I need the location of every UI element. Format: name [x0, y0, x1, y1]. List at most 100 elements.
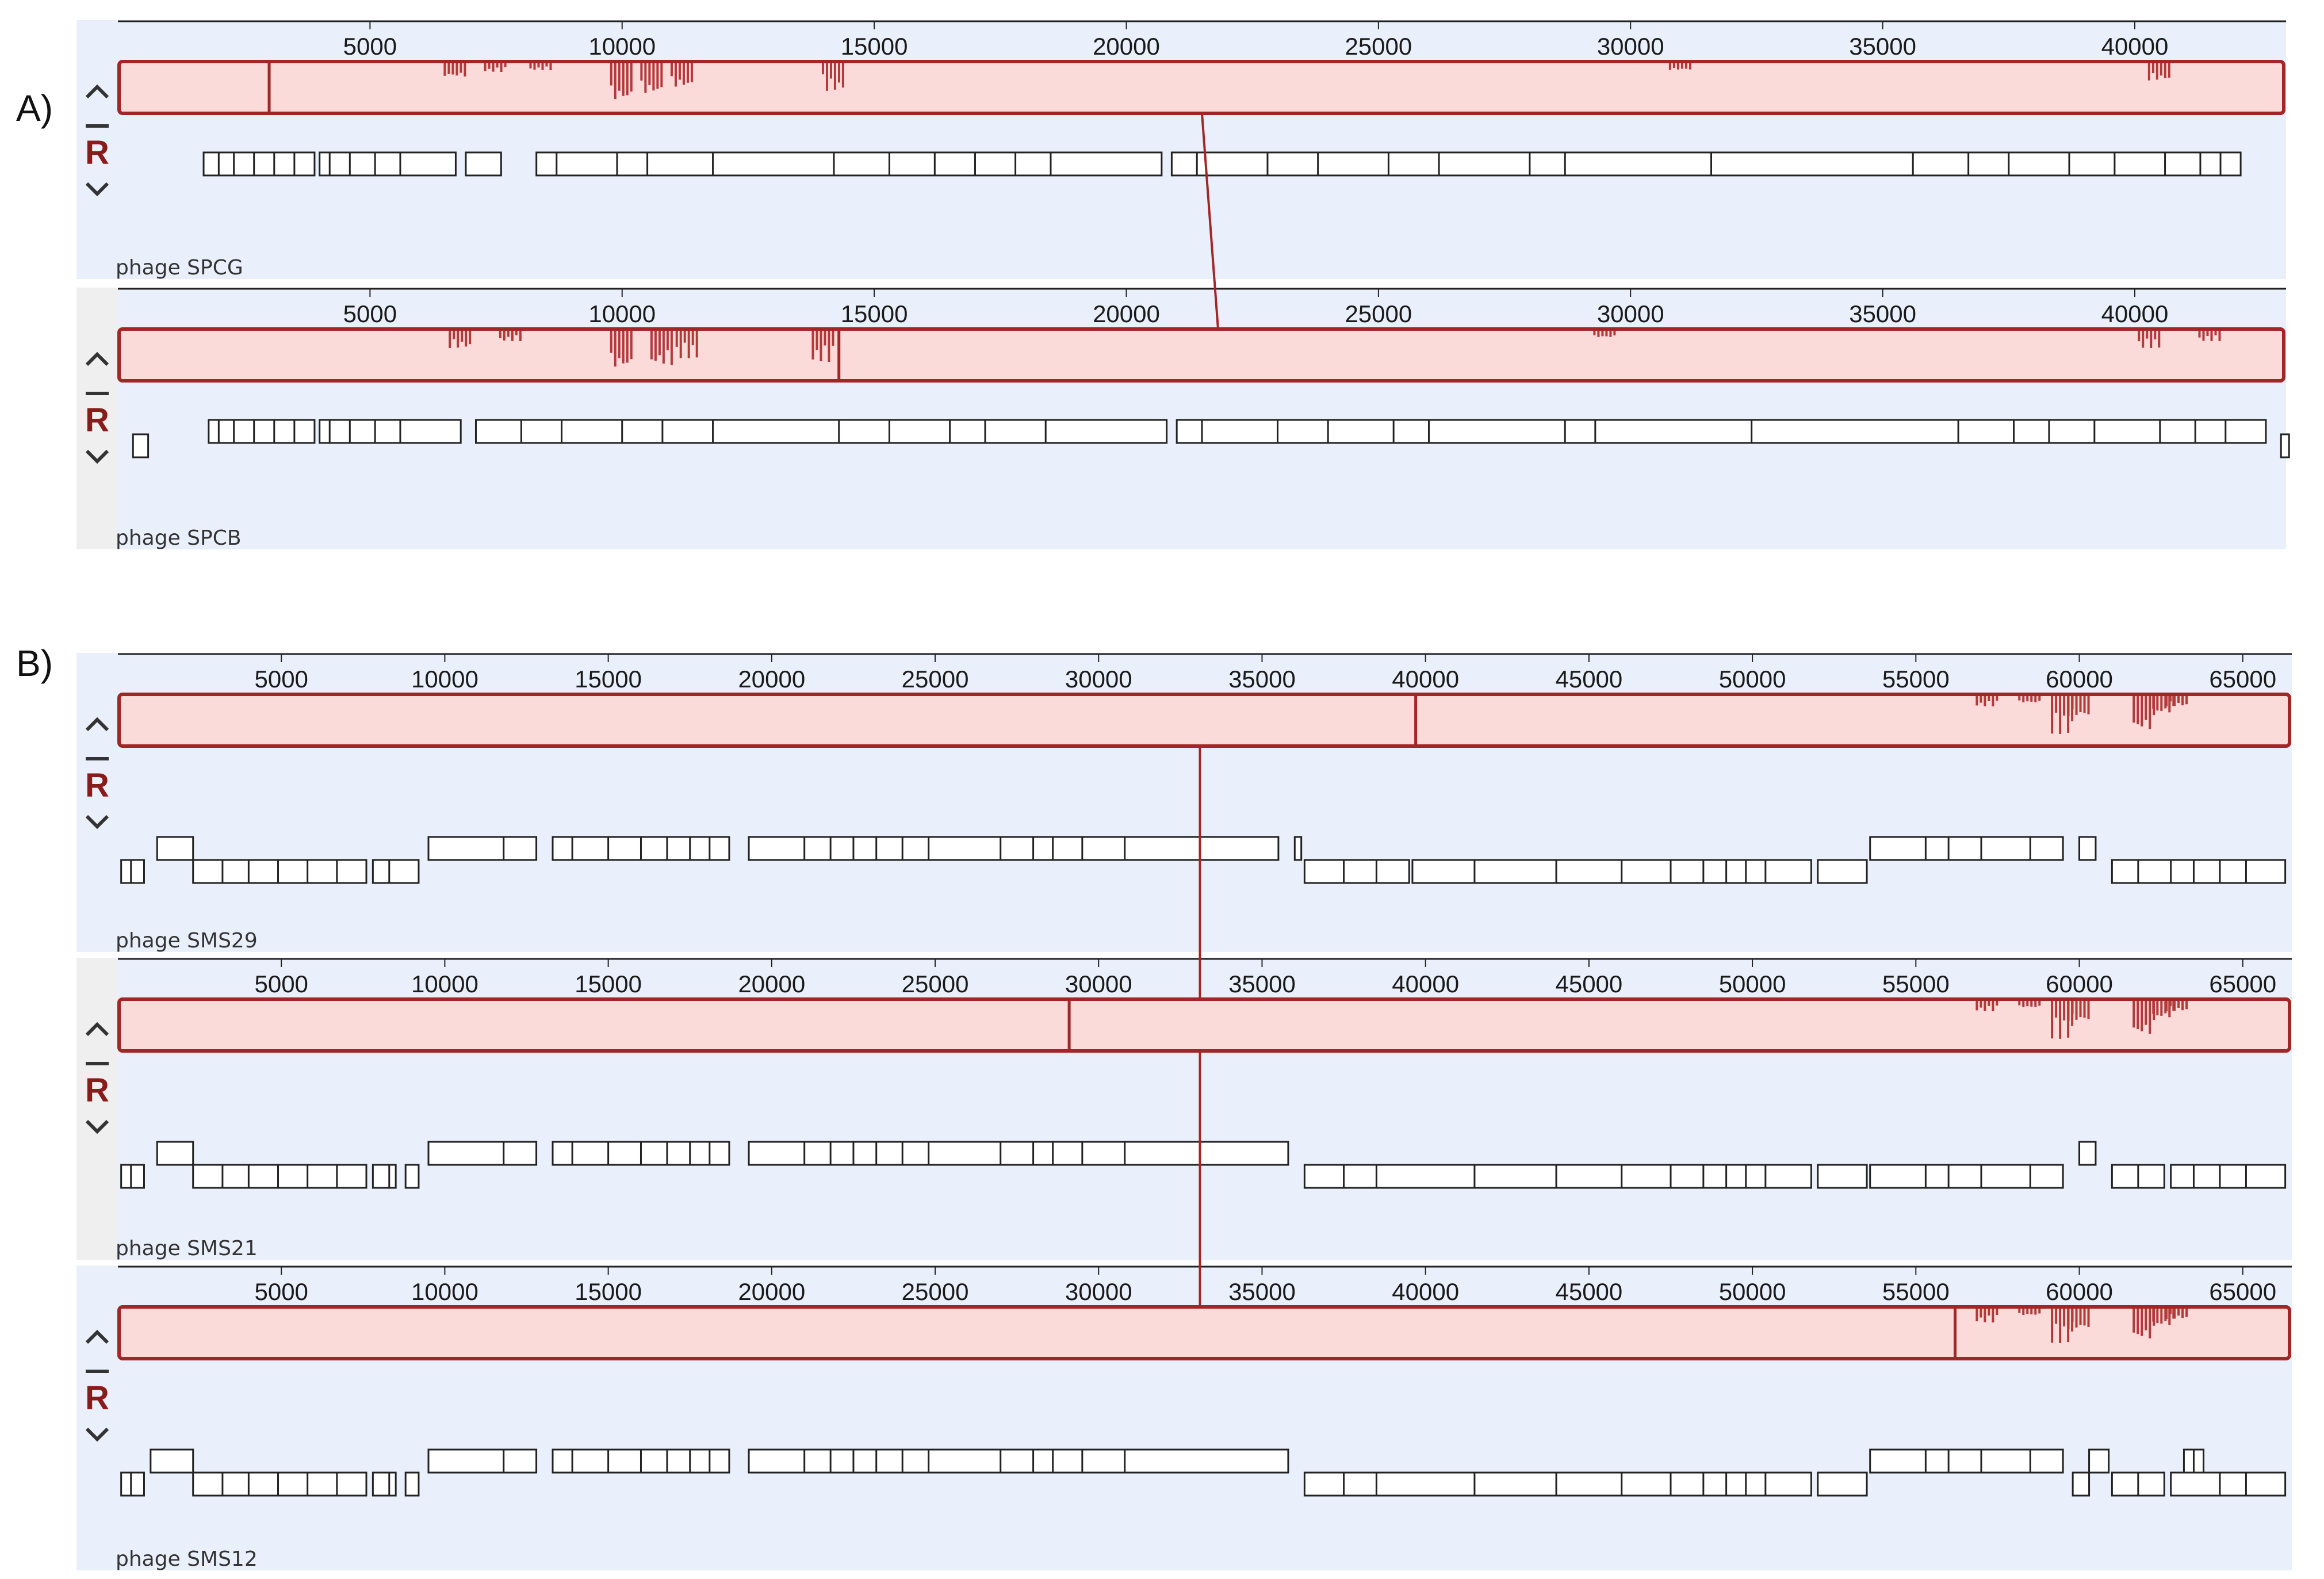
gene-block-lower[interactable] — [120, 859, 145, 884]
gene-block-lower[interactable] — [1817, 859, 1868, 884]
similarity-profile-dip — [666, 331, 669, 350]
similarity-profile-dip — [2063, 1001, 2066, 1021]
similarity-profile-dip — [2038, 696, 2041, 701]
gene-block-lower[interactable] — [465, 151, 502, 177]
gene-block-lower[interactable] — [1170, 151, 2242, 177]
gene-block-lower[interactable] — [372, 1471, 397, 1497]
reverse-icon[interactable]: R — [85, 1379, 109, 1417]
alignment-block[interactable] — [117, 1305, 2291, 1360]
shift-up-icon[interactable] — [85, 717, 109, 732]
alignment-connectors — [1199, 113, 1219, 1307]
gene-block-lower[interactable] — [404, 1471, 420, 1497]
gene-block-upper[interactable] — [748, 1448, 1289, 1474]
similarity-profile-dip — [507, 331, 510, 337]
gene-block-lower[interactable] — [2170, 1471, 2287, 1497]
ruler-tick-label: 10000 — [588, 33, 656, 60]
gene-block-lower[interactable] — [2170, 1164, 2287, 1189]
gene-block-isolated[interactable] — [2280, 433, 2290, 458]
gene-block-lower[interactable] — [1303, 1164, 1812, 1189]
gene-block-lower[interactable] — [1817, 1164, 1868, 1189]
gene-block-upper[interactable] — [1869, 1448, 2064, 1474]
gene-block-lower[interactable] — [1176, 419, 2267, 444]
shift-up-icon[interactable] — [85, 84, 109, 99]
gene-block-upper[interactable] — [156, 1141, 194, 1166]
shift-up-icon[interactable] — [85, 1329, 109, 1344]
gene-block-upper[interactable] — [2078, 836, 2097, 861]
panel-labels: A) B) — [16, 87, 53, 684]
gene-block-lower[interactable] — [535, 151, 1163, 177]
gene-block-lower[interactable] — [319, 419, 462, 444]
shift-up-icon[interactable] — [85, 351, 109, 366]
track-name-label: phage SMS29 — [116, 929, 258, 953]
gene-block-lower[interactable] — [319, 151, 457, 177]
gene-block-lower[interactable] — [1303, 859, 1410, 884]
gene-block-lower[interactable] — [1869, 1164, 2064, 1189]
gene-block-lower[interactable] — [404, 1164, 420, 1189]
gene-block-upper[interactable] — [2088, 1448, 2110, 1474]
gene-block-lower[interactable] — [120, 1164, 145, 1189]
similarity-profile-dip — [690, 63, 693, 83]
gene-block-upper[interactable] — [427, 836, 538, 861]
gene-block-upper[interactable] — [150, 1448, 194, 1474]
alignment-block[interactable] — [117, 60, 2285, 115]
reverse-icon[interactable]: R — [85, 767, 109, 804]
gene-block-lower[interactable] — [120, 1471, 145, 1497]
ruler-tick-label: 60000 — [2046, 1278, 2113, 1305]
gene-block-lower[interactable] — [202, 151, 316, 177]
alignment-block[interactable] — [117, 997, 2291, 1053]
similarity-profile-dip — [2185, 1001, 2188, 1010]
shift-down-icon[interactable] — [85, 182, 109, 197]
similarity-profile-dip — [2147, 63, 2150, 81]
ruler-tick-label: 65000 — [2209, 666, 2276, 693]
similarity-profile-dip — [2154, 331, 2157, 339]
shift-down-icon[interactable] — [85, 815, 109, 829]
alignment-block[interactable] — [117, 327, 2285, 383]
gene-block-upper[interactable] — [748, 836, 1280, 861]
gene-block-upper[interactable] — [427, 1141, 538, 1166]
gene-block-lower[interactable] — [192, 859, 367, 884]
gene-block-lower[interactable] — [2111, 859, 2287, 884]
similarity-profile-dip — [2063, 1309, 2066, 1326]
reverse-icon[interactable]: R — [85, 402, 109, 439]
gene-block-lower[interactable] — [372, 859, 420, 884]
similarity-profile-dip — [464, 63, 466, 77]
gene-block-upper[interactable] — [1293, 836, 1303, 861]
gene-block-upper[interactable] — [156, 836, 194, 861]
gene-block-upper[interactable] — [2078, 1141, 2097, 1166]
gene-block-upper[interactable] — [427, 1448, 538, 1474]
similarity-profile-dip — [675, 331, 678, 347]
gene-block-lower[interactable] — [1303, 1471, 1812, 1497]
gene-block-lower[interactable] — [372, 1164, 397, 1189]
gene-block-upper[interactable] — [748, 1141, 1289, 1166]
alignment-block[interactable] — [117, 693, 2291, 748]
gene-block-lower[interactable] — [2072, 1471, 2091, 1497]
gene-block-upper[interactable] — [1869, 836, 2064, 861]
gene-block-isolated[interactable] — [132, 433, 150, 458]
gene-block-lower[interactable] — [474, 419, 1168, 444]
similarity-profile-dip — [682, 63, 685, 85]
shift-down-icon[interactable] — [85, 1119, 109, 1134]
similarity-profile-dip — [1975, 1309, 1978, 1321]
shift-down-icon[interactable] — [85, 1427, 109, 1442]
similarity-profile-dip — [1684, 63, 1687, 69]
similarity-profile-dip — [1680, 63, 1683, 69]
shift-up-icon[interactable] — [85, 1022, 109, 1037]
ruler-tick-label: 35000 — [1849, 33, 1916, 60]
similarity-profile-dip — [833, 63, 836, 90]
similarity-profile-dip — [1593, 331, 1596, 335]
gene-block-lower[interactable] — [1817, 1471, 1868, 1497]
ruler-tick-label: 45000 — [1555, 1278, 1622, 1305]
reverse-icon[interactable]: R — [85, 134, 109, 171]
similarity-profile-dip — [2018, 1309, 2021, 1313]
gene-block-lower[interactable] — [208, 419, 316, 444]
similarity-profile-dip — [2067, 696, 2070, 717]
gene-block-lower[interactable] — [192, 1471, 367, 1497]
shift-down-icon[interactable] — [85, 449, 109, 464]
gene-block-lower[interactable] — [1411, 859, 1812, 884]
similarity-profile-dip — [2083, 1309, 2086, 1326]
reverse-icon[interactable]: R — [85, 1072, 109, 1109]
ruler-tick-label: 5000 — [254, 1278, 308, 1305]
similarity-profile-dip — [2177, 1001, 2180, 1008]
gene-block-lower[interactable] — [192, 1164, 367, 1189]
similarity-profile-dip — [2132, 1001, 2135, 1028]
